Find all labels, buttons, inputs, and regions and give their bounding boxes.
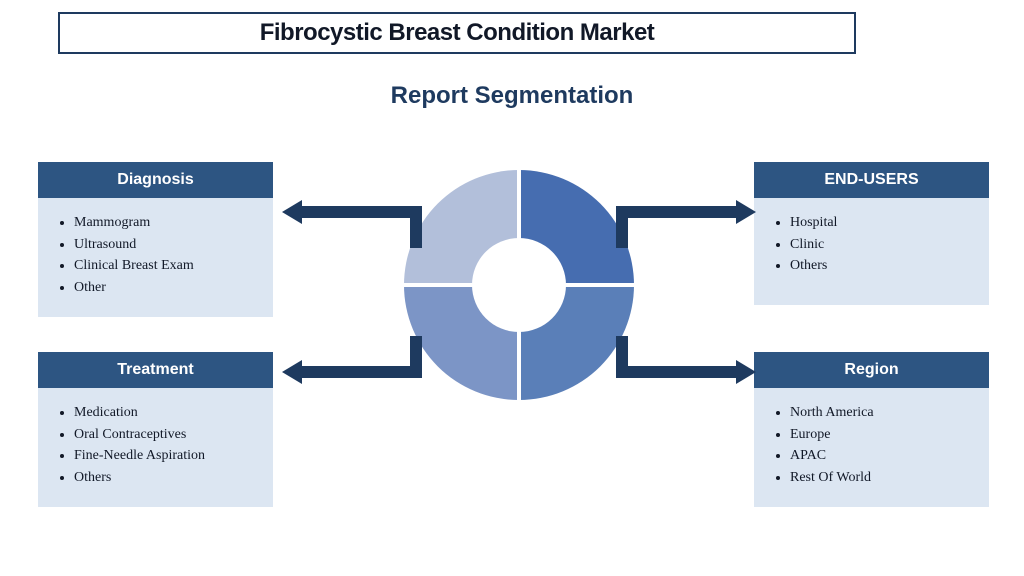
segment-body: Hospital Clinic Others	[754, 198, 989, 305]
segment-body: Medication Oral Contraceptives Fine-Need…	[38, 388, 273, 507]
segment-treatment: Treatment Medication Oral Contraceptives…	[38, 352, 273, 507]
donut-hole	[472, 238, 566, 332]
segment-header: Treatment	[38, 352, 273, 388]
list-item: Fine-Needle Aspiration	[74, 445, 255, 467]
list-item: Oral Contraceptives	[74, 424, 255, 446]
segment-header: Diagnosis	[38, 162, 273, 198]
list-item: Clinic	[790, 234, 971, 256]
segment-diagnosis: Diagnosis Mammogram Ultrasound Clinical …	[38, 162, 273, 317]
segment-header: Region	[754, 352, 989, 388]
list-item: Ultrasound	[74, 234, 255, 256]
list-item: Clinical Breast Exam	[74, 255, 255, 277]
list-item: Other	[74, 277, 255, 299]
segment-body: Mammogram Ultrasound Clinical Breast Exa…	[38, 198, 273, 317]
segment-end-users: END-USERS Hospital Clinic Others	[754, 162, 989, 305]
list-item: North America	[790, 402, 971, 424]
list-item: Mammogram	[74, 212, 255, 234]
list-item: APAC	[790, 445, 971, 467]
list-item: Europe	[790, 424, 971, 446]
list-item: Hospital	[790, 212, 971, 234]
donut-chart	[404, 170, 634, 400]
segment-body: North America Europe APAC Rest Of World	[754, 388, 989, 507]
list-item: Others	[74, 467, 255, 489]
list-item: Medication	[74, 402, 255, 424]
list-item: Others	[790, 255, 971, 277]
page-title: Fibrocystic Breast Condition Market	[260, 19, 655, 47]
title-frame: Fibrocystic Breast Condition Market	[58, 12, 856, 54]
subtitle: Report Segmentation	[0, 82, 1024, 110]
segment-header: END-USERS	[754, 162, 989, 198]
list-item: Rest Of World	[790, 467, 971, 489]
segment-region: Region North America Europe APAC Rest Of…	[754, 352, 989, 507]
